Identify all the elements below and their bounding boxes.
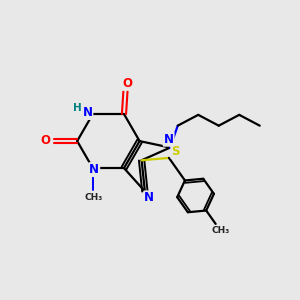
Text: S: S	[171, 145, 180, 158]
Text: N: N	[82, 106, 92, 119]
Text: CH₃: CH₃	[211, 226, 230, 235]
Text: N: N	[89, 163, 99, 176]
Text: N: N	[164, 133, 174, 146]
Text: O: O	[41, 134, 51, 147]
Text: CH₃: CH₃	[84, 193, 103, 202]
Text: O: O	[122, 77, 132, 90]
Text: N: N	[144, 191, 154, 204]
Text: H: H	[73, 103, 82, 112]
